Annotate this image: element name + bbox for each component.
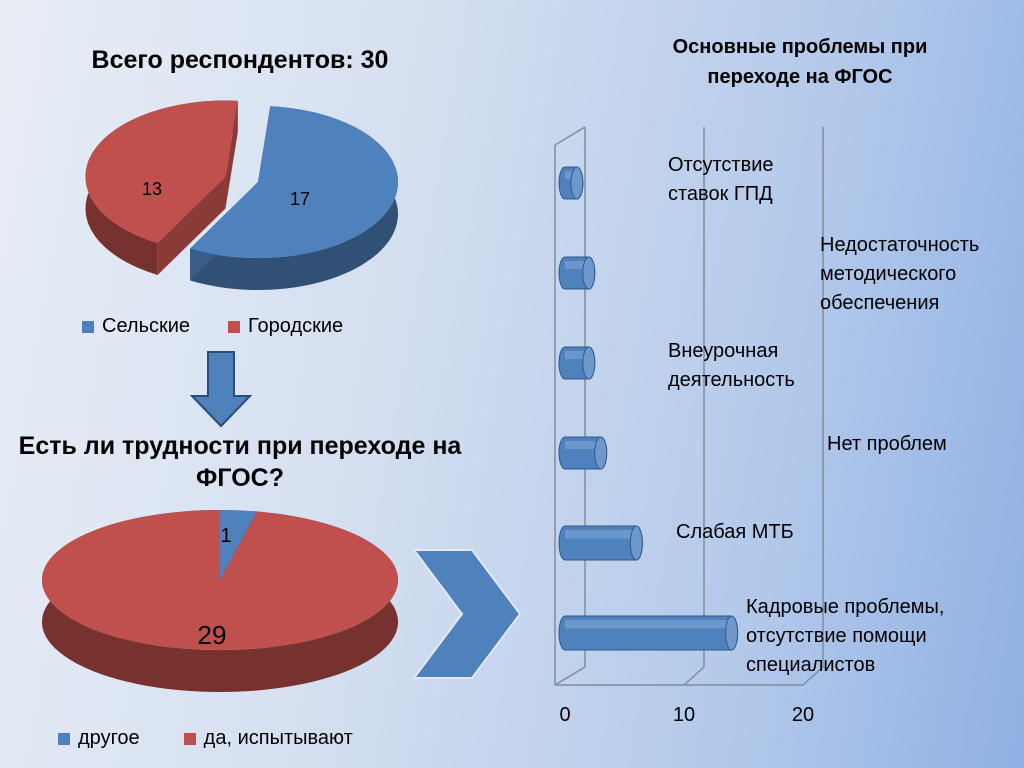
legend-label-yes: да, испытывают [203,727,353,749]
pie-slice-1 [85,100,238,276]
bar-tick-label-1: 10 [672,704,696,726]
bar-category-label-3: Нет проблем [827,433,947,455]
chevron-right-icon [412,549,522,679]
legend-label-other: другое [78,727,140,749]
bar-tick-label-2: 20 [791,704,815,726]
legend-swatch-rural [82,320,94,333]
legend-label-urban: Городские [248,315,344,337]
down-arrow-icon [189,351,253,428]
legend-label-rural: Сельские [102,315,191,337]
bar-title: Основные проблемы при переходе на ФГОС [672,36,928,88]
pie-slice-0 [190,106,399,290]
pie2-title: Есть ли трудности при переходе на ФГОС? [18,432,462,492]
bar-5 [558,615,739,651]
pie-data-label-1: 29 [198,620,227,650]
bar-category-label-4: Слабая МТБ [676,521,794,543]
pie-slice-1 [42,510,399,692]
bar-category-label-0: Отсутствие ставок ГПД [668,154,774,205]
bar-0 [558,166,584,200]
pie-data-label-0: 1 [220,525,231,547]
pie1-legend: Сельские Городские [82,315,343,338]
pie2-legend: другое да, испытывают [58,727,353,750]
bar-category-label-5: Кадровые проблемы, отсутствие помощи спе… [746,596,945,676]
pie-data-label-0: 17 [290,189,310,209]
bar-category-label-1: Недостаточность методического обеспечени… [820,234,980,314]
bar-tick-label-0: 0 [559,704,571,726]
legend-swatch-urban [228,320,241,333]
bar-3 [558,436,608,470]
pie-data-label-1: 13 [142,179,162,199]
bar-4 [558,525,643,561]
pie2-chart: 1 29 [42,510,399,692]
bar-1 [558,256,596,290]
legend-swatch-other [58,732,70,745]
legend-swatch-yes [183,732,196,745]
bar-2 [558,346,596,380]
bar-category-label-2: Внеурочная деятельность [668,340,795,391]
bar-chart [554,126,824,686]
pie1-title: Всего респондентов: 30 [91,46,389,74]
